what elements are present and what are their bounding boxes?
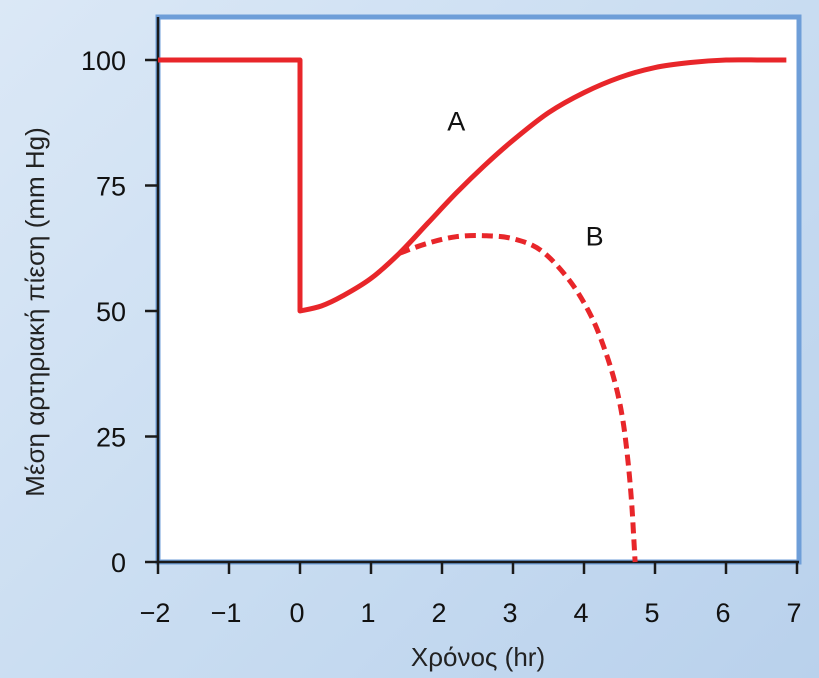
series-line-B: [398, 233, 638, 563]
annotations: AB: [447, 106, 603, 251]
plot-area: [155, 14, 802, 565]
series-line-A: [158, 57, 787, 314]
x-tick-label: 6: [715, 598, 730, 628]
y-tick-label: 25: [96, 423, 126, 453]
x-tick-label: 1: [360, 598, 375, 628]
x-tick-label: −2: [140, 598, 171, 628]
x-tick-label: 2: [431, 598, 446, 628]
y-tick-label: 75: [96, 172, 126, 202]
x-tick-label: 5: [644, 598, 659, 628]
x-tick-label: 3: [502, 598, 517, 628]
annotation-B: B: [586, 222, 604, 252]
y-tick-label: 0: [111, 548, 126, 578]
annotation-A: A: [447, 106, 465, 136]
y-tick-label: 100: [81, 46, 126, 76]
y-tick-label: 50: [96, 297, 126, 327]
x-tick-label: 7: [786, 598, 801, 628]
series-layer: [158, 57, 787, 563]
y-axis-title: Μέση αρτηριακή πίεση (mm Hg): [20, 127, 50, 497]
x-axis-title: Χρόνος (hr): [411, 642, 545, 672]
x-tick-label: −1: [211, 598, 242, 628]
axes: −2 −1 0 1 2 3 4 5 6 7 0 25 50 75 100: [81, 17, 802, 628]
x-tick-label: 4: [573, 598, 588, 628]
x-tick-label: 0: [289, 598, 304, 628]
